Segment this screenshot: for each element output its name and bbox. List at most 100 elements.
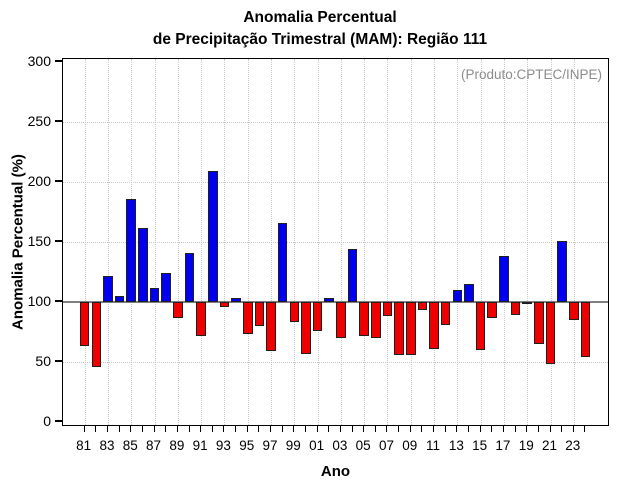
x-tick [106, 426, 108, 432]
y-tick-label: 300 [27, 53, 51, 69]
y-tick-label: 0 [43, 413, 51, 429]
v-gridline [434, 59, 436, 425]
bar-20 [534, 302, 544, 344]
bar-14 [464, 284, 474, 302]
y-tick [55, 360, 62, 362]
bar-01 [312, 302, 323, 331]
x-tick-label: 99 [285, 438, 301, 453]
bar-11 [429, 302, 439, 349]
bar-10 [417, 302, 428, 311]
x-tick [293, 426, 295, 432]
bar-18 [510, 302, 521, 316]
v-gridline [527, 59, 529, 425]
bar-83 [103, 275, 113, 302]
x-tick-label: 07 [378, 438, 394, 453]
x-axis-title: Ano [320, 463, 351, 480]
bar-24 [580, 302, 591, 358]
bar-94 [231, 298, 241, 302]
x-tick [118, 426, 120, 432]
x-tick [258, 426, 260, 432]
x-tick [433, 426, 435, 432]
bar-82 [91, 302, 102, 367]
h-gridline [63, 362, 608, 363]
x-tick [374, 426, 376, 432]
x-tick-label: 91 [192, 438, 208, 453]
x-tick [456, 426, 458, 432]
bar-81 [79, 302, 90, 347]
x-tick-label: 17 [495, 438, 511, 453]
v-gridline [224, 59, 226, 425]
x-tick-label: 03 [332, 438, 348, 453]
x-tick [526, 426, 528, 432]
baseline-100 [63, 301, 608, 303]
x-tick [328, 426, 330, 432]
x-tick [235, 426, 237, 432]
bar-15 [475, 302, 486, 350]
y-tick [55, 420, 62, 422]
x-tick [223, 426, 225, 432]
x-tick [514, 426, 516, 432]
bar-12 [440, 302, 451, 325]
y-tick-label: 200 [27, 173, 51, 189]
x-tick [421, 426, 423, 432]
x-tick [363, 426, 365, 432]
x-tick [549, 426, 551, 432]
x-tick [479, 426, 481, 432]
x-tick [537, 426, 539, 432]
x-tick [398, 426, 400, 432]
x-tick [176, 426, 178, 432]
v-gridline [480, 59, 482, 425]
v-gridline [177, 59, 179, 425]
bar-21 [545, 302, 556, 365]
v-gridline [503, 59, 505, 425]
v-gridline [457, 59, 459, 425]
x-tick-label: 13 [448, 438, 464, 453]
bar-00 [301, 302, 311, 354]
bar-87 [149, 287, 160, 302]
y-tick-label: 250 [27, 113, 51, 129]
x-tick-label: 85 [122, 438, 138, 453]
bar-06 [371, 302, 381, 338]
bar-09 [405, 302, 416, 355]
v-gridline [340, 59, 342, 425]
x-tick [339, 426, 341, 432]
v-gridline [271, 59, 273, 425]
x-tick [153, 426, 155, 432]
bar-88 [161, 273, 171, 302]
bar-97 [266, 302, 276, 352]
v-gridline [107, 59, 109, 425]
x-tick [200, 426, 202, 432]
bar-03 [336, 302, 346, 338]
x-tick [386, 426, 388, 432]
v-gridline [201, 59, 203, 425]
v-gridline [364, 59, 366, 425]
v-gridline [550, 59, 552, 425]
x-tick [502, 426, 504, 432]
bar-84 [114, 296, 125, 302]
x-tick [572, 426, 574, 432]
bar-96 [254, 302, 265, 326]
x-tick-label: 11 [426, 438, 441, 453]
h-gridline [63, 122, 608, 123]
bar-85 [126, 198, 137, 302]
x-tick-label: 01 [309, 438, 325, 453]
chart-title-line1: Anomalia Percentual [243, 9, 397, 26]
x-tick [246, 426, 248, 432]
chart-title-line2: de Precipitação Trimestral (MAM): Região… [152, 31, 488, 48]
x-tick-label: 15 [472, 438, 488, 453]
y-tick [55, 60, 62, 62]
x-tick [281, 426, 283, 432]
x-tick [188, 426, 190, 432]
x-tick [351, 426, 353, 432]
x-tick [211, 426, 213, 432]
y-tick [55, 240, 62, 242]
h-gridline [63, 182, 608, 183]
v-gridline [247, 59, 249, 425]
bar-08 [394, 302, 404, 355]
bar-16 [487, 302, 498, 318]
x-tick-label: 05 [355, 438, 371, 453]
x-tick-label: 87 [146, 438, 162, 453]
x-tick-label: 93 [215, 438, 231, 453]
bar-04 [347, 249, 358, 302]
bar-98 [277, 222, 288, 302]
